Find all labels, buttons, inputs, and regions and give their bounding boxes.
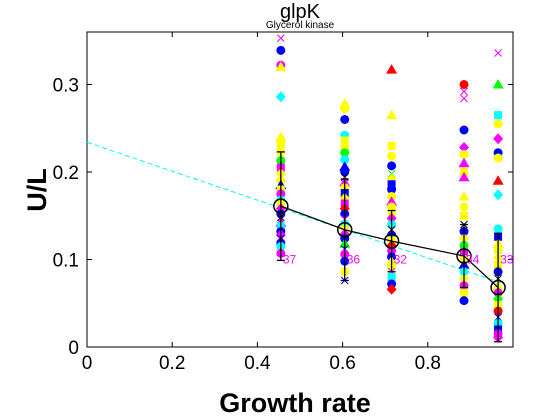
x-tick-label: 0 <box>82 353 93 374</box>
point-circle <box>340 115 350 124</box>
point-circle <box>387 185 397 194</box>
x-axis-label: Growth rate <box>219 388 371 418</box>
point-circle <box>340 148 350 158</box>
point-square <box>276 142 285 151</box>
mean-marker <box>273 198 289 214</box>
chart-subtitle: Glycerol kinase <box>266 20 335 31</box>
point-circle <box>459 125 469 135</box>
point-circle <box>387 151 397 161</box>
y-axis-label: U/L <box>22 168 52 212</box>
point-circle <box>459 80 469 89</box>
group-count-label: 36 <box>347 253 361 267</box>
point-circle <box>340 155 350 165</box>
chart-title: glpK <box>280 1 321 23</box>
point-circle <box>276 45 286 55</box>
point-diamond <box>493 189 504 201</box>
point-square <box>494 111 503 120</box>
group-count-label: 33 <box>500 253 514 267</box>
point-diamond <box>459 142 470 153</box>
point-circle <box>493 224 503 234</box>
mean-marker <box>456 248 472 264</box>
group-count-label: 34 <box>466 253 480 267</box>
mean-marker <box>383 233 400 249</box>
point-triangle <box>386 64 398 74</box>
group-count-label: 37 <box>283 253 297 267</box>
point-circle <box>387 161 397 171</box>
point-triangle <box>339 161 351 171</box>
point-square <box>340 136 349 145</box>
group-count-label: 32 <box>394 253 408 267</box>
point-circle <box>340 104 350 114</box>
y-tick-label: 0.2 <box>53 163 79 184</box>
y-tick-label: 0 <box>68 338 79 359</box>
point-square <box>460 211 469 220</box>
x-tick-label: 0.8 <box>415 353 441 374</box>
point-diamond <box>275 91 286 103</box>
point-triangle <box>458 191 470 201</box>
point-triangle <box>386 196 398 206</box>
plot-area <box>86 31 514 348</box>
mean-marker <box>336 222 353 238</box>
x-tick-label: 0.6 <box>329 353 355 374</box>
point-square <box>387 141 396 150</box>
point-circle <box>459 150 469 159</box>
point-circle <box>493 119 503 129</box>
point-triangle <box>492 175 504 185</box>
y-tick-label: 0.3 <box>53 76 79 97</box>
point-diamond <box>493 133 504 145</box>
point-triangle <box>339 98 351 108</box>
point-x <box>494 49 502 57</box>
point-triangle <box>386 109 398 120</box>
trend-line <box>86 141 505 285</box>
trend-line-layer <box>86 141 505 285</box>
point-square <box>387 180 396 189</box>
point-triangle <box>458 171 470 182</box>
group-count-labels: 37 36 32 34 33 <box>283 253 514 267</box>
point-diamond <box>386 283 397 295</box>
point-x <box>460 87 468 96</box>
point-x <box>276 34 285 42</box>
point-square <box>460 288 469 297</box>
x-tick-label: 0.4 <box>244 353 271 374</box>
mean-marker <box>490 279 506 296</box>
point-circle <box>493 153 503 163</box>
axis-ticks: 0 0.2 0.4 0.6 0.8 0 0.1 0.2 0.3 <box>53 32 513 374</box>
point-circle <box>459 296 469 306</box>
y-tick-label: 0.1 <box>53 251 79 272</box>
point-circle <box>459 202 469 212</box>
point-x <box>460 94 468 103</box>
mean-series-layer <box>273 151 506 343</box>
point-square <box>387 273 396 281</box>
point-triangle <box>458 157 470 168</box>
point-triangle <box>492 79 504 89</box>
point-circle <box>340 167 350 177</box>
point-triangle <box>275 131 287 141</box>
x-tick-label: 0.2 <box>159 353 185 374</box>
point-triangle <box>275 61 287 71</box>
